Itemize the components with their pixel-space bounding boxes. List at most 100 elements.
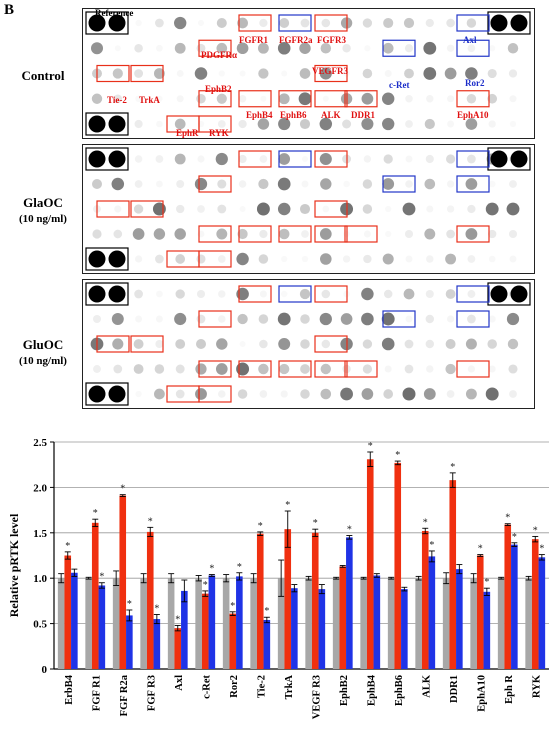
blot-label-ryk: RYK bbox=[209, 128, 229, 138]
reference-box bbox=[487, 11, 531, 35]
highlight-box bbox=[314, 360, 348, 378]
significance-marker: * bbox=[505, 513, 510, 524]
bar-glaoc bbox=[339, 566, 347, 669]
bar-glaoc bbox=[229, 613, 237, 669]
bar-glaoc bbox=[504, 524, 512, 669]
highlight-box bbox=[278, 150, 312, 168]
reference-box bbox=[85, 382, 129, 406]
significance-marker: * bbox=[395, 450, 400, 461]
bar-gluoc bbox=[401, 589, 408, 669]
reference-spot bbox=[88, 385, 106, 403]
bar-gluoc bbox=[456, 569, 463, 669]
highlight-box bbox=[238, 225, 272, 243]
highlight-box bbox=[278, 285, 312, 303]
highlight-box bbox=[456, 225, 490, 243]
reference-box bbox=[85, 11, 129, 35]
blot-label-reference: Reference bbox=[95, 8, 134, 18]
bar-gluoc bbox=[373, 575, 381, 669]
significance-marker: * bbox=[450, 462, 455, 473]
bar-glaoc bbox=[449, 480, 457, 669]
x-tick-label: ErbB4 bbox=[64, 674, 75, 705]
highlight-box bbox=[198, 39, 232, 57]
highlight-box bbox=[314, 335, 348, 353]
bar-control bbox=[167, 578, 175, 669]
highlight-box bbox=[456, 285, 490, 303]
reference-box bbox=[487, 282, 531, 306]
highlight-box bbox=[238, 150, 272, 168]
bar-control bbox=[497, 578, 505, 669]
x-tick-label: TrkA bbox=[284, 675, 295, 700]
blot-condition-glaoc: GlaOC (10 ng/ml) bbox=[6, 195, 80, 225]
blot-label-fgfr1: FGFR1 bbox=[239, 35, 268, 45]
blot-label-fgfr3: FGFR3 bbox=[317, 35, 346, 45]
highlight-box bbox=[344, 360, 378, 378]
highlight-box bbox=[238, 360, 272, 378]
bar-gluoc bbox=[208, 575, 216, 669]
highlight-box bbox=[198, 115, 232, 133]
blot-label-ephb2: EphB2 bbox=[205, 84, 232, 94]
bar-gluoc bbox=[318, 589, 326, 669]
x-tick-label: RYK bbox=[531, 674, 542, 698]
condition-label: GlaOC bbox=[23, 195, 63, 210]
reference-spot bbox=[88, 250, 106, 268]
bar-gluoc bbox=[511, 544, 518, 669]
highlight-box bbox=[314, 14, 348, 32]
bar-gluoc bbox=[291, 588, 298, 669]
blot-panel-control: Reference PDGFRα FGFR1 FGFR2a FGFR3 VEGF… bbox=[82, 8, 535, 139]
bar-control bbox=[360, 578, 367, 669]
bar-gluoc bbox=[346, 537, 353, 669]
reference-box bbox=[85, 247, 129, 271]
bar-glaoc bbox=[91, 522, 99, 669]
bar-control bbox=[525, 578, 532, 669]
significance-marker: * bbox=[512, 532, 517, 543]
highlight-box bbox=[238, 285, 272, 303]
y-tick-label: 0 bbox=[42, 664, 48, 676]
bar-glaoc bbox=[366, 459, 374, 669]
blot-label-epha10: EphA10 bbox=[457, 110, 489, 120]
x-tick-label: Eph R bbox=[504, 675, 515, 704]
significance-marker: * bbox=[478, 544, 483, 555]
blot-label-axl: Axl bbox=[463, 35, 477, 45]
blot-image bbox=[85, 282, 531, 406]
blot-dot-array bbox=[85, 282, 531, 406]
y-axis-label: Relative pRTK level bbox=[7, 513, 21, 617]
reference-spot bbox=[108, 285, 126, 303]
significance-marker: * bbox=[93, 508, 98, 519]
highlight-box bbox=[198, 360, 232, 378]
condition-dose: (10 ng/ml) bbox=[19, 213, 67, 225]
bar-gluoc bbox=[153, 619, 161, 669]
significance-marker: * bbox=[368, 441, 373, 452]
significance-marker: * bbox=[533, 525, 538, 536]
reference-box bbox=[487, 147, 531, 171]
highlight-box bbox=[198, 90, 232, 108]
reference-spot bbox=[490, 285, 508, 303]
highlight-box bbox=[96, 335, 130, 353]
highlight-box bbox=[456, 175, 490, 193]
highlight-box bbox=[456, 14, 490, 32]
blot-label-ephb6: EphB6 bbox=[280, 110, 307, 120]
blot-dot-array bbox=[85, 11, 531, 136]
bar-control bbox=[387, 578, 395, 669]
highlight-box bbox=[456, 360, 490, 378]
highlight-box bbox=[198, 250, 232, 268]
x-tick-label: c-Ret bbox=[201, 675, 212, 699]
reference-spot bbox=[490, 14, 508, 32]
highlight-box bbox=[314, 90, 348, 108]
significance-marker: * bbox=[154, 604, 159, 615]
bar-control bbox=[332, 578, 340, 669]
blot-dot-array bbox=[85, 147, 531, 271]
blot-image bbox=[85, 147, 531, 271]
significance-marker: * bbox=[209, 564, 214, 575]
highlight-box bbox=[278, 225, 312, 243]
bar-glaoc bbox=[284, 529, 292, 669]
x-tick-label: FGF R1 bbox=[91, 675, 102, 711]
bar-glaoc bbox=[119, 495, 127, 669]
highlight-box bbox=[278, 14, 312, 32]
highlight-box bbox=[238, 90, 272, 108]
highlight-box bbox=[314, 200, 348, 218]
x-tick-label: Ror2 bbox=[229, 675, 240, 698]
significance-marker: * bbox=[230, 601, 235, 612]
significance-marker: * bbox=[99, 572, 104, 583]
bar-glaoc bbox=[146, 531, 154, 669]
bar-control bbox=[470, 578, 477, 669]
